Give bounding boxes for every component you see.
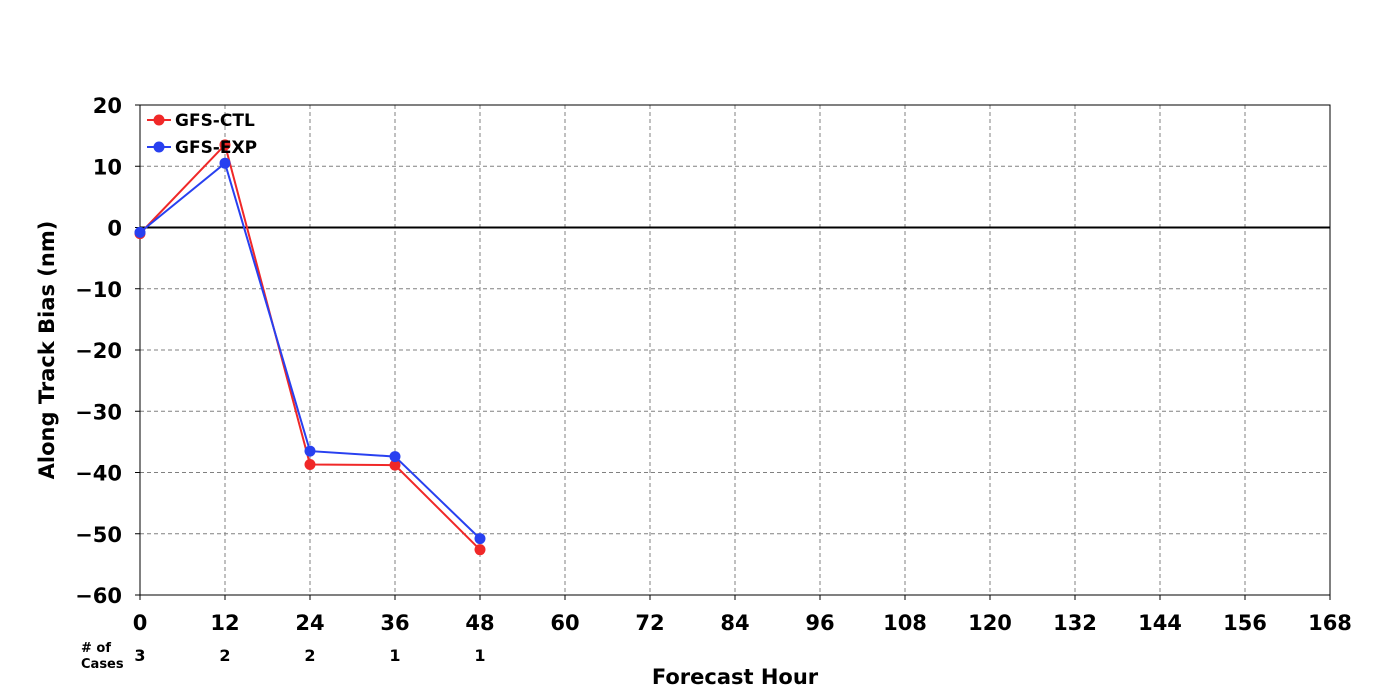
series-gfs-exp (134, 157, 486, 545)
case-count: 2 (304, 646, 315, 665)
data-point (389, 459, 401, 471)
x-tick-label: 120 (968, 611, 1012, 635)
y-axis-ticks: −60 −50 −40 −30 −20 −10 0 10 20 (75, 94, 140, 608)
x-axis-ticks: 0 12 24 36 48 60 72 84 96 108 120 132 144 156 168 (133, 595, 1352, 635)
legend-marker (153, 141, 165, 153)
y-tick-label: −10 (75, 278, 122, 302)
y-tick-label: −20 (75, 339, 122, 363)
data-point (304, 459, 316, 471)
cases-row: # of Cases 3 2 2 1 1 (81, 641, 486, 672)
x-tick-label: 24 (295, 611, 324, 635)
x-tick-label: 132 (1053, 611, 1097, 635)
x-tick-label: 156 (1223, 611, 1267, 635)
data-point (219, 157, 231, 169)
x-tick-label: 84 (720, 611, 749, 635)
case-count: 2 (219, 646, 230, 665)
x-tick-label: 12 (210, 611, 239, 635)
x-tick-label: 0 (133, 611, 148, 635)
y-tick-label: −50 (75, 523, 122, 547)
case-count: 1 (389, 646, 400, 665)
case-count: 1 (474, 646, 485, 665)
data-point (219, 139, 231, 151)
y-axis-label: Along Track Bias (nm) (35, 221, 59, 480)
data-point (304, 445, 316, 457)
legend-label: GFS-EXP (175, 138, 257, 158)
x-tick-label: 60 (550, 611, 579, 635)
y-tick-label: −40 (75, 462, 122, 486)
legend: GFS-CTL GFS-EXP (147, 111, 257, 158)
x-tick-label: 36 (380, 611, 409, 635)
y-tick-label: 10 (93, 155, 122, 179)
x-tick-label: 144 (1138, 611, 1182, 635)
x-tick-label: 168 (1308, 611, 1352, 635)
x-tick-label: 48 (465, 611, 494, 635)
case-count: 3 (134, 646, 145, 665)
y-tick-label: 20 (93, 94, 122, 118)
legend-label: GFS-CTL (175, 111, 255, 131)
grid-lines (140, 105, 1330, 595)
x-tick-label: 108 (883, 611, 927, 635)
x-tick-label: 96 (805, 611, 834, 635)
legend-marker (153, 114, 165, 126)
legend-item: GFS-EXP (147, 138, 257, 158)
data-point (474, 533, 486, 545)
x-tick-label: 72 (635, 611, 664, 635)
data-point (389, 451, 401, 463)
cases-header: # of Cases (81, 641, 124, 672)
y-tick-label: 0 (107, 217, 122, 241)
legend-item: GFS-CTL (147, 111, 255, 131)
data-point (134, 226, 146, 238)
data-point (474, 544, 486, 556)
y-tick-label: −60 (75, 584, 122, 608)
series-layer (134, 139, 486, 556)
x-axis-label: Forecast Hour (652, 665, 819, 689)
y-tick-label: −30 (75, 400, 122, 424)
